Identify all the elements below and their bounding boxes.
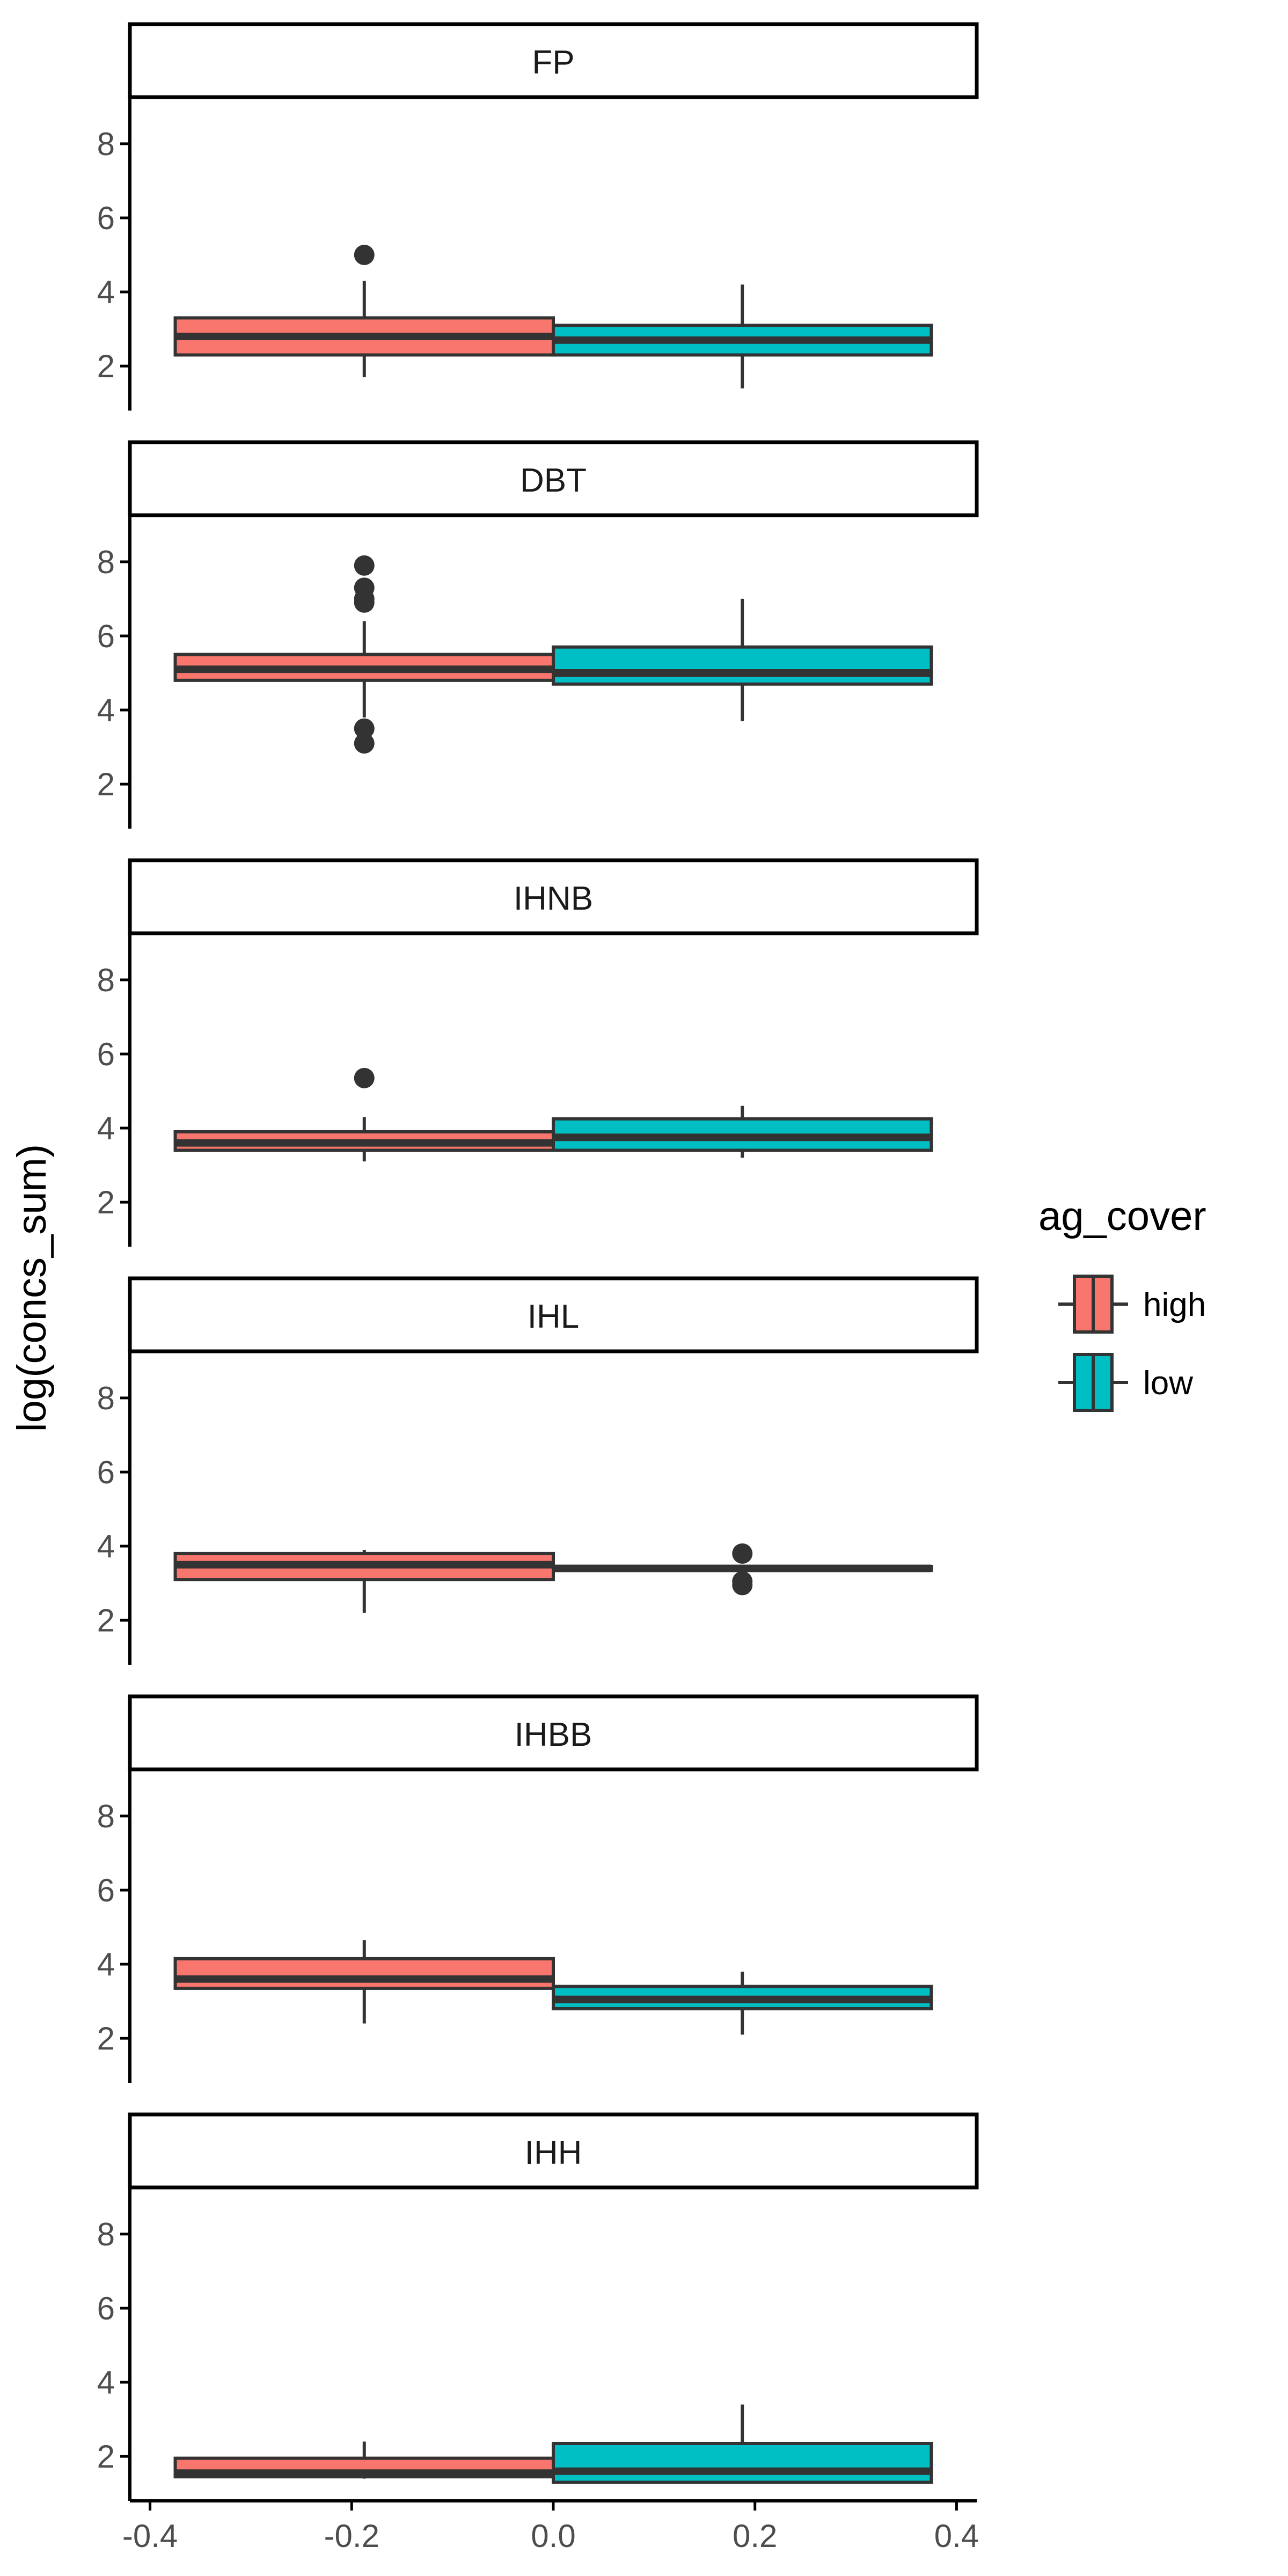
outlier-point [354,733,375,754]
strip-label-ihbb: IHBB [515,1716,592,1753]
outlier-point [354,245,375,265]
y-tick-label: 2 [97,1184,115,1220]
y-tick-label: 4 [97,1528,115,1564]
x-tick-label: 0.0 [531,2518,575,2554]
strip-ihl [128,1276,979,1353]
box-fp-low [552,284,933,389]
legend-keys [1058,1275,1128,1412]
y-tick-label: 8 [97,126,115,162]
box-fp-high [173,245,555,377]
y-tick-label: 2 [97,348,115,384]
strip-fp [128,22,979,99]
x-tick-label: -0.2 [324,2518,379,2554]
y-tick-label: 6 [97,200,115,236]
strip-label-ihnb: IHNB [514,880,593,917]
legend-label-high: high [1143,1286,1206,1323]
y-tick-label: 2 [97,2021,115,2057]
y-tick-label: 4 [97,1110,115,1146]
outlier-point [732,1543,753,1564]
strip-label-fp: FP [532,44,574,81]
x-tick-label: -0.4 [122,2518,178,2554]
box-ihl-low [552,1543,933,1596]
box-ihnb-high [173,1067,555,1162]
legend-label-low: low [1143,1365,1193,1402]
y-axis-title: log(concs_sum) [9,1144,55,1432]
outlier-point [732,1575,753,1596]
legend: ag_cover high low [1038,1194,1206,1412]
box-dbt-high [173,555,555,754]
y-tick-label: 8 [97,962,115,998]
strip-label-dbt: DBT [520,462,587,499]
y-tick-label: 8 [97,1798,115,1834]
panel-ihh: IHH 2 4 6 8 [97,2112,979,2501]
y-tick-label: 4 [97,274,115,310]
box-body [173,1957,555,1990]
strip-ihnb [128,858,979,935]
outlier-point [354,555,375,576]
legend-key-low [1058,1353,1128,1412]
legend-title: ag_cover [1038,1194,1206,1239]
y-tick-label: 2 [97,1602,115,1638]
panels-layer: FP 2 4 6 8 DBT 2 4 6 8 IHNB 2 4 6 8 IHL 2 4 6 8 IHBB 2 4 6 8 IHH 2… [97,22,979,2501]
y-tick-label: 6 [97,1454,115,1490]
y-tick-label: 8 [97,1380,115,1416]
box-ihh-high [173,2441,555,2479]
box-ihbb-low [552,1971,933,2035]
x-tick-label: 0.2 [733,2518,777,2554]
box-ihnb-low [552,1106,933,1158]
outlier-point [354,718,375,739]
box-body [552,645,933,686]
strip-ihh [128,2112,979,2190]
y-tick-label: 6 [97,2290,115,2326]
y-tick-label: 6 [97,618,115,654]
box-ihl-high [173,1549,555,1613]
y-tick-label: 8 [97,544,115,580]
outlier-point [354,1067,375,1088]
legend-key-high [1058,1275,1128,1334]
y-tick-label: 2 [97,2439,115,2475]
strip-dbt [128,440,979,517]
x-axis: -0.4 -0.2 0.0 0.2 0.4 [122,2499,979,2554]
outlier-point [354,592,375,613]
y-tick-label: 6 [97,1872,115,1908]
panel-ihl: IHL 2 4 6 8 [97,1276,979,1665]
y-tick-label: 8 [97,2216,115,2252]
y-tick-label: 4 [97,692,115,728]
box-body [552,2441,933,2484]
box-dbt-low [552,598,933,721]
box-ihbb-high [173,1940,555,2024]
panel-fp: FP 2 4 6 8 [97,22,979,411]
x-tick-label: 0.4 [934,2518,979,2554]
strip-ihbb [128,1694,979,1772]
strip-label-ihh: IHH [525,2134,582,2171]
y-tick-label: 2 [97,766,115,802]
box-ihh-low [552,2404,933,2484]
y-tick-label: 4 [97,1946,115,1982]
strip-label-ihl: IHL [528,1298,579,1335]
panel-dbt: DBT 2 4 6 8 [97,440,979,829]
y-tick-label: 6 [97,1036,115,1072]
y-tick-label: 4 [97,2365,115,2401]
panel-ihbb: IHBB 2 4 6 8 [97,1694,979,2083]
panel-ihnb: IHNB 2 4 6 8 [97,858,979,1247]
